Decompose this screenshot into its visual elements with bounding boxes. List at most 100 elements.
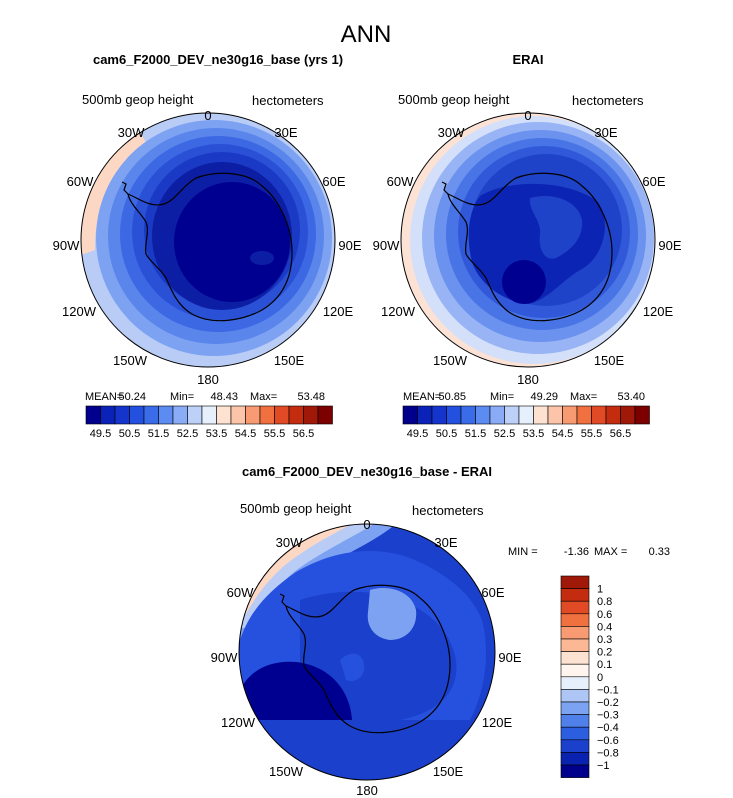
panel-diff-right-label: hectometers <box>412 503 484 518</box>
lon-label-150e: 150E <box>274 353 305 368</box>
colorbar-swatch <box>504 405 520 425</box>
colorbar-swatch <box>560 676 590 690</box>
colorbar-swatch <box>460 405 476 425</box>
panel-model-right-label: hectometers <box>252 93 324 108</box>
panel-diff-left-label: 500mb geop height <box>240 501 352 516</box>
colorbar-swatch <box>201 405 217 425</box>
colorbar-tick-label: 56.5 <box>293 428 314 440</box>
lon-label-60e: 60E <box>642 174 665 189</box>
colorbar-tick-label: 0.6 <box>597 609 612 621</box>
colorbar-swatch <box>562 405 578 425</box>
stat-mean-value: 50.24 <box>118 391 146 403</box>
panel-erai-title: ERAI <box>512 52 543 67</box>
colorbar-swatch <box>560 663 590 678</box>
lon-label-180: 180 <box>197 372 219 387</box>
colorbar-swatch <box>100 405 116 425</box>
colorbar-swatch <box>560 651 590 665</box>
panel-erai: ERAI 500mb geop height hectometers 0 30E… <box>373 52 682 440</box>
lon-label-150w: 150W <box>269 764 304 779</box>
stat-max-value: 53.48 <box>297 391 325 403</box>
colorbar-tick-label: 50.5 <box>436 428 457 440</box>
colorbar-swatch <box>172 405 188 425</box>
colorbar-tick-label: 55.5 <box>264 428 285 440</box>
lon-label-90w: 90W <box>211 650 238 665</box>
colorbar-tick-label: 1 <box>597 584 603 596</box>
panel-erai-colorbar: 49.5 50.5 51.5 52.5 53.5 54.5 55.5 56.5 <box>402 405 650 440</box>
colorbar-tick-label: 54.5 <box>235 428 256 440</box>
colorbar-tick-label: −0.4 <box>597 722 619 734</box>
colorbar-swatch <box>187 405 203 425</box>
lon-label-120e: 120E <box>482 715 513 730</box>
stat-max-label: Max= <box>570 391 597 403</box>
lon-label-180: 180 <box>356 783 378 798</box>
colorbar-swatch <box>303 405 319 425</box>
lon-label-90w: 90W <box>373 238 400 253</box>
lon-label-30w: 30W <box>118 125 145 140</box>
colorbar-swatch <box>605 405 621 425</box>
colorbar-swatch <box>446 405 462 425</box>
colorbar-swatch <box>518 405 534 425</box>
colorbar-swatch <box>129 405 145 425</box>
stat-max-value: 0.33 <box>649 546 670 558</box>
colorbar-swatch <box>560 714 590 728</box>
colorbar-swatch <box>560 626 590 640</box>
panel-model-map <box>81 113 335 367</box>
colorbar-swatch <box>560 689 590 703</box>
colorbar-swatch <box>475 405 491 425</box>
lon-label-180: 180 <box>517 372 539 387</box>
antarctica-outline <box>447 172 613 322</box>
colorbar-swatch <box>560 588 590 602</box>
colorbar-swatch <box>560 638 590 652</box>
colorbar-swatch <box>245 405 261 425</box>
panel-diff-colorbar: 10.80.60.40.30.20.10−0.1−0.2−0.3−0.4−0.6… <box>560 575 619 778</box>
colorbar-tick-label: 0.3 <box>597 634 612 646</box>
colorbar-swatch <box>591 405 607 425</box>
lon-label-150w: 150W <box>113 353 148 368</box>
colorbar-tick-label: 53.5 <box>523 428 544 440</box>
stat-min-label: Min= <box>170 391 194 403</box>
panel-diff-title: cam6_F2000_DEV_ne30g16_base - ERAI <box>242 464 492 479</box>
lon-label-120w: 120W <box>62 304 97 319</box>
colorbar-tick-label: 0.8 <box>597 596 612 608</box>
lon-label-0: 0 <box>363 517 370 532</box>
panel-model: cam6_F2000_DEV_ne30g16_base (yrs 1) 500m… <box>53 52 362 440</box>
lon-label-120w: 120W <box>381 304 416 319</box>
colorbar-swatch <box>85 405 101 425</box>
colorbar-tick-label: 55.5 <box>581 428 602 440</box>
lon-label-120w: 120W <box>221 715 256 730</box>
colorbar-swatch <box>560 726 590 741</box>
stat-mean-label: MEAN= <box>85 391 123 403</box>
panel-model-left-label: 500mb geop height <box>82 92 194 107</box>
colorbar-swatch <box>560 600 590 615</box>
colorbar-swatch <box>317 405 333 425</box>
lon-label-60w: 60W <box>227 585 254 600</box>
lon-label-30w: 30W <box>438 125 465 140</box>
lon-label-150e: 150E <box>594 353 625 368</box>
lon-label-90e: 90E <box>498 650 521 665</box>
colorbar-tick-label: 49.5 <box>407 428 428 440</box>
panel-diff-map <box>239 524 495 780</box>
colorbar-swatch <box>620 405 636 425</box>
colorbar-swatch <box>560 764 590 778</box>
figure-title: ANN <box>341 21 392 48</box>
panel-erai-right-label: hectometers <box>572 93 644 108</box>
colorbar-tick-label: −0.3 <box>597 710 619 722</box>
lon-label-120e: 120E <box>323 304 354 319</box>
stat-min-label: Min= <box>490 391 514 403</box>
colorbar-tick-label: 0.1 <box>597 659 612 671</box>
lon-label-0: 0 <box>204 108 211 123</box>
colorbar-tick-label: 54.5 <box>552 428 573 440</box>
colorbar-swatch <box>402 405 418 425</box>
panel-erai-map <box>401 113 655 367</box>
colorbar-swatch <box>560 613 590 627</box>
lon-label-0: 0 <box>524 108 531 123</box>
colorbar-swatch <box>533 405 549 425</box>
colorbar-tick-label: 51.5 <box>465 428 486 440</box>
colorbar-tick-label: 52.5 <box>494 428 515 440</box>
colorbar-swatch <box>143 405 159 425</box>
stat-max-label: MAX = <box>594 546 627 558</box>
stat-min-value: -1.36 <box>564 546 589 558</box>
lon-label-30w: 30W <box>276 535 303 550</box>
antarctica-outline <box>285 584 451 734</box>
colorbar-swatch <box>560 575 590 589</box>
